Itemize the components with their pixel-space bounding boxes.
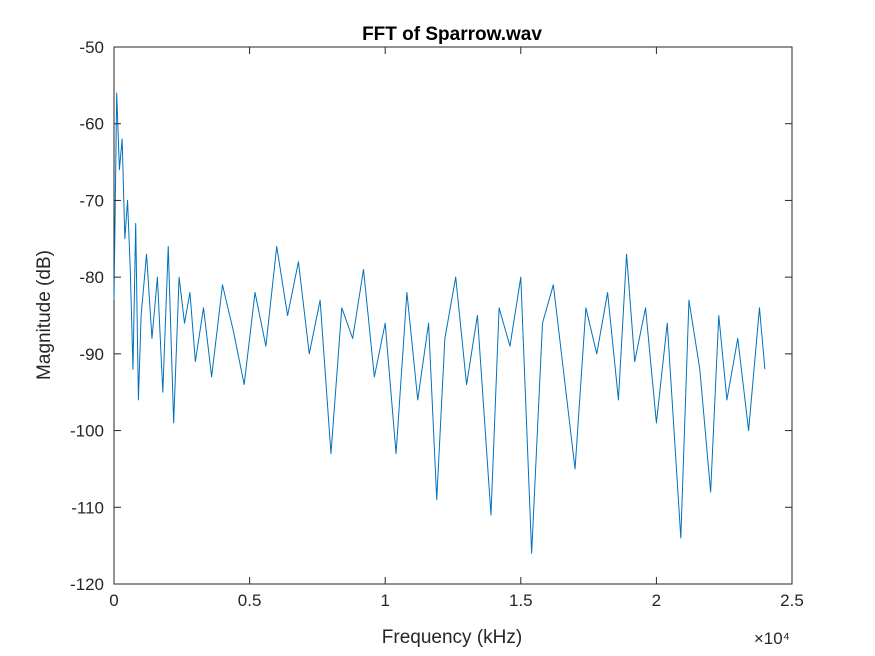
y-tick-label: -80 <box>79 268 104 287</box>
y-tick-label: -90 <box>79 345 104 364</box>
y-axis: -120 -110 -100 -90 -80 -70 -60 -50 <box>70 38 792 594</box>
x-axis-label: Frequency (kHz) <box>382 627 522 648</box>
y-tick-label: -50 <box>79 38 104 57</box>
x-tick-label: 0.5 <box>238 591 262 610</box>
x-tick-label: 2.5 <box>780 591 804 610</box>
y-tick-label: -100 <box>70 422 104 441</box>
x-axis: 0 0.5 1 1.5 2 2.5 <box>109 47 804 610</box>
series-layer <box>113 92 766 554</box>
chart-title: FFT of Sparrow.wav <box>362 24 542 45</box>
x-axis-exponent-label: ×10⁴ <box>754 629 790 648</box>
x-tick-label: 1 <box>380 591 389 610</box>
x-tick-label: 2 <box>652 591 661 610</box>
y-tick-label: -70 <box>79 191 104 210</box>
x-tick-label: 1.5 <box>509 591 533 610</box>
y-tick-label: -110 <box>71 498 104 517</box>
plot-area-frame <box>113 46 793 585</box>
y-tick-label: -60 <box>79 115 104 134</box>
x-tick-label: 0 <box>109 591 118 610</box>
y-tick-label: -120 <box>70 575 104 594</box>
series-line-1 <box>113 92 766 554</box>
y-axis-label: Magnitude (dB) <box>34 250 55 380</box>
